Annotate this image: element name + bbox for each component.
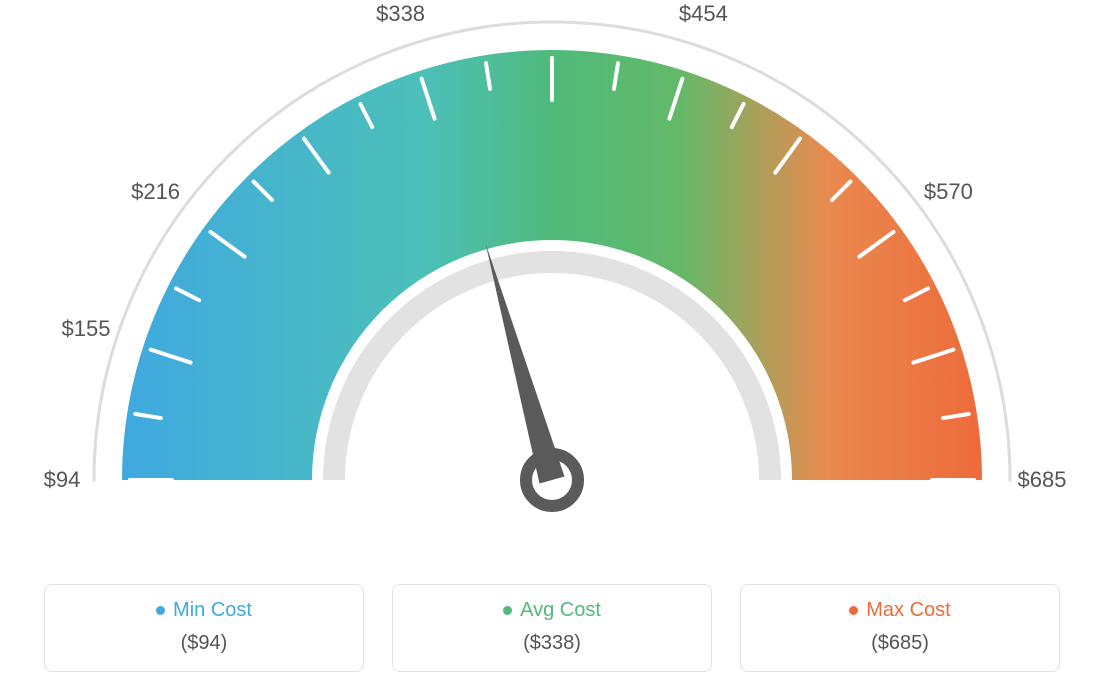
legend-dot-icon	[503, 606, 512, 615]
legend-card-min: Min Cost ($94)	[44, 584, 364, 672]
cost-gauge-svg	[0, 0, 1104, 560]
legend-value-avg: ($338)	[393, 632, 711, 655]
legend-value-max: ($685)	[741, 632, 1059, 655]
gauge-tick-label: $94	[44, 467, 81, 493]
legend-dot-icon	[849, 606, 858, 615]
legend-title-text: Max Cost	[866, 599, 950, 622]
gauge-tick-label: $454	[679, 1, 728, 27]
gauge-tick-label: $216	[131, 179, 180, 205]
legend-title-text: Avg Cost	[520, 599, 601, 622]
gauge-tick-label: $570	[924, 179, 973, 205]
legend-title-avg: Avg Cost	[503, 599, 601, 622]
legend-title-min: Min Cost	[156, 599, 252, 622]
cost-gauge-container: $94 $155 $216 $338 $454 $570 $685	[0, 0, 1104, 560]
legend-card-max: Max Cost ($685)	[740, 584, 1060, 672]
legend-title-text: Min Cost	[173, 599, 252, 622]
gauge-tick-label: $338	[376, 1, 425, 27]
cost-legend: Min Cost ($94) Avg Cost ($338) Max Cost ($685…	[0, 584, 1104, 672]
legend-card-avg: Avg Cost ($338)	[392, 584, 712, 672]
legend-value-min: ($94)	[45, 632, 363, 655]
legend-dot-icon	[156, 606, 165, 615]
legend-title-max: Max Cost	[849, 599, 950, 622]
gauge-tick-label: $685	[1018, 467, 1067, 493]
gauge-tick-label: $155	[61, 316, 110, 342]
